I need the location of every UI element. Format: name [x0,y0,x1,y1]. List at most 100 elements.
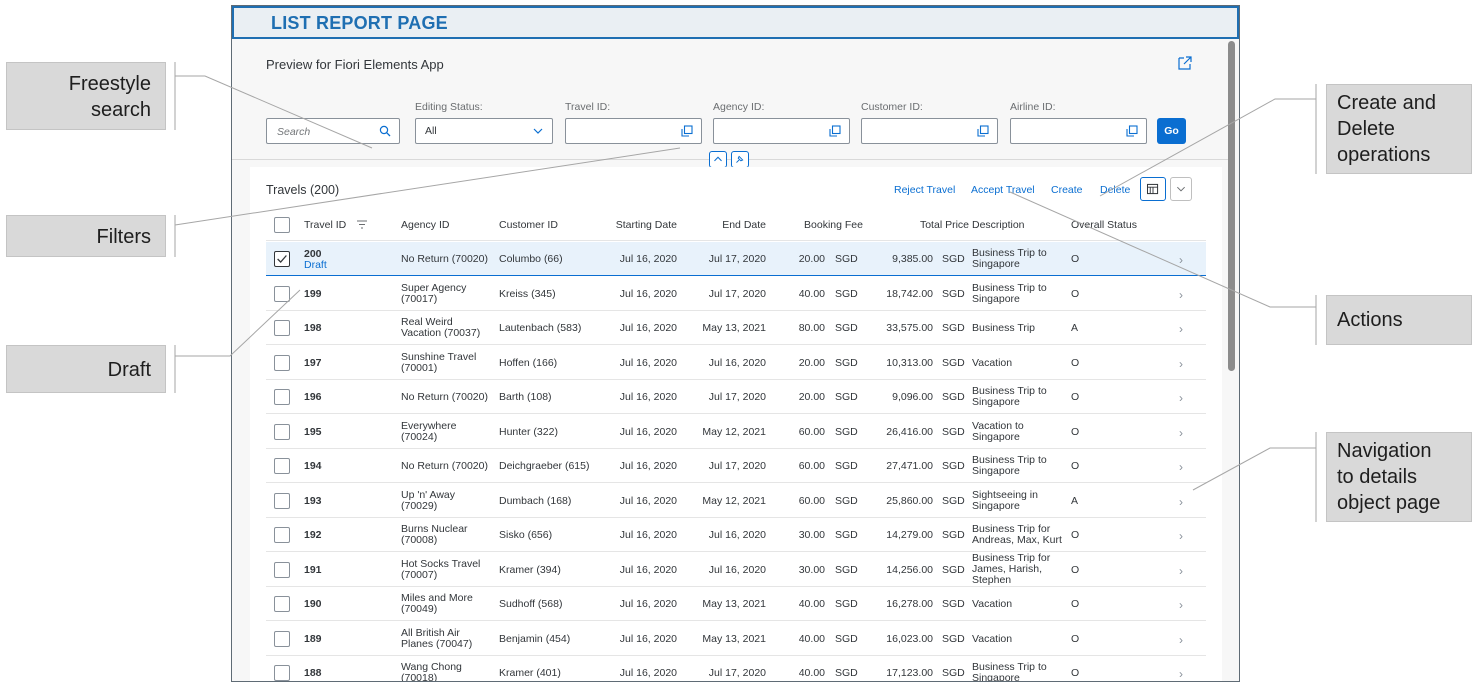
collapse-header-button[interactable] [709,151,727,168]
description: Business Trip for [972,551,1051,564]
description: Singapore [972,672,1020,682]
total-price-currency: SGD [942,356,965,369]
table-row[interactable]: 194 No Return (70020) Deichgraeber (615) Ju… [266,449,1206,483]
column-overall-status[interactable]: Overall Status [1071,219,1137,231]
table-row[interactable]: 190 Miles and More (70049) Sudhoff (568) Jul… [266,587,1206,621]
navigation-chevron-icon[interactable]: › [1179,425,1183,440]
table-row[interactable]: 192 Burns Nuclear (70008) Sisko (656) Jul 16… [266,518,1206,552]
row-checkbox[interactable] [274,665,290,681]
value-help-icon[interactable] [1126,125,1138,137]
total-price-currency: SGD [942,667,965,679]
airline-id-label: Airline ID: [1010,101,1056,113]
agency-id: (70018) [401,672,438,682]
column-travel-id[interactable]: Travel ID [304,219,347,231]
row-checkbox[interactable] [274,285,290,302]
row-checkbox[interactable] [274,251,290,267]
share-icon[interactable] [1176,54,1194,72]
create-button[interactable]: Create [1051,184,1083,196]
row-checkbox[interactable] [274,423,290,440]
row-checkbox[interactable] [274,320,290,336]
column-agency-id[interactable]: Agency ID [401,219,450,231]
delete-button[interactable]: Delete [1100,184,1131,196]
table-row[interactable]: 200 Draft No Return (70020) Columbo (66) Jul… [266,242,1206,276]
table-row[interactable]: 197 Sunshine Travel (70001) Hoffen (166) Jul… [266,346,1206,380]
description: Business Trip to [972,454,1047,466]
overall-status: O [1071,632,1080,645]
row-checkbox[interactable] [274,630,290,647]
row-checkbox[interactable] [274,389,290,405]
navigation-chevron-icon[interactable]: › [1179,287,1183,302]
booking-fee: 30.00 [798,563,825,576]
total-price: 14,256.00 [886,563,933,576]
agency-id-field[interactable] [713,118,850,144]
navigation-chevron-icon[interactable]: › [1179,632,1183,647]
navigation-chevron-icon[interactable]: › [1179,494,1183,509]
callout-create-delete: Create and Delete operations [1326,84,1472,174]
table-row[interactable]: 189 All British Air Planes (70047) Benjamin… [266,622,1206,656]
navigation-chevron-icon[interactable]: › [1179,391,1183,405]
travel-id-field[interactable] [565,118,702,144]
table-row[interactable]: 195 Everywhere (70024) Hunter (322) Jul 16, … [266,415,1206,449]
search-icon[interactable] [379,125,391,137]
search-input[interactable]: Search [266,118,400,144]
column-end-date[interactable]: End Date [722,219,766,231]
value-help-icon[interactable] [681,125,693,137]
overall-status: O [1071,253,1080,265]
booking-fee-currency: SGD [835,494,858,507]
travel-id: 197 [304,356,322,369]
airline-id-field[interactable] [1010,118,1147,144]
total-price: 14,279.00 [886,529,933,541]
navigation-chevron-icon[interactable]: › [1179,529,1183,543]
table-settings-dropdown[interactable] [1170,177,1192,201]
customer-id-field[interactable] [861,118,998,144]
end-date: May 13, 2021 [702,598,766,610]
table-row[interactable]: 193 Up 'n' Away (70029) Dumbach (168) Jul 16… [266,484,1206,518]
customer-id: Hunter (322) [499,425,558,438]
vertical-scrollbar[interactable] [1228,41,1235,371]
column-total-price[interactable]: Total Price [919,219,969,231]
value-help-icon[interactable] [977,125,989,137]
editing-status-select[interactable]: All [415,118,553,144]
row-checkbox[interactable] [274,596,290,612]
description: Singapore [972,430,1020,443]
draft-indicator[interactable]: Draft [304,259,327,271]
column-booking-fee[interactable]: Booking Fee [804,219,863,231]
navigation-chevron-icon[interactable]: › [1179,667,1183,681]
table-row[interactable]: 188 Wang Chong (70018) Kramer (401) Jul 16, … [266,656,1206,681]
row-checkbox[interactable] [274,527,290,543]
column-customer-id[interactable]: Customer ID [499,219,558,231]
navigation-chevron-icon[interactable]: › [1179,322,1183,336]
travel-id: 194 [304,460,322,472]
table-row[interactable]: 198 Real Weird Vacation (70037) Lautenbach … [266,311,1206,345]
go-button[interactable]: Go [1157,118,1186,144]
table-settings-button[interactable] [1140,177,1166,201]
navigation-chevron-icon[interactable]: › [1179,253,1183,267]
row-checkbox[interactable] [274,561,290,578]
column-starting-date[interactable]: Starting Date [615,219,677,231]
navigation-chevron-icon[interactable]: › [1179,356,1183,371]
description: Andreas, Max, Kurt [972,534,1062,546]
overall-status: O [1071,356,1080,369]
table-row[interactable]: 191 Hot Socks Travel (70007) Kramer (394) Ju… [266,551,1206,587]
value-help-icon[interactable] [829,125,841,137]
accept-travel-button[interactable]: Accept Travel [971,184,1035,196]
starting-date: Jul 16, 2020 [619,253,677,265]
reject-travel-button[interactable]: Reject Travel [894,184,956,196]
row-checkbox[interactable] [274,492,290,509]
table-row[interactable]: 199 Super Agency (70017) Kreiss (345) Jul 16… [266,277,1206,311]
navigation-chevron-icon[interactable]: › [1179,598,1183,612]
row-checkbox[interactable] [274,354,290,371]
navigation-chevron-icon[interactable]: › [1179,460,1183,474]
overall-status: O [1071,529,1080,541]
callout-actions: Actions [1326,295,1472,345]
booking-fee-currency: SGD [835,563,858,576]
select-all-checkbox[interactable] [274,217,290,233]
row-checkbox[interactable] [274,458,290,474]
agency-id: (70007) [401,568,438,581]
list-report-frame: LIST REPORT PAGE Preview for Fiori Eleme… [231,5,1240,682]
column-description[interactable]: Description [972,219,1025,231]
pin-header-button[interactable] [731,151,749,168]
table-row[interactable]: 196 No Return (70020) Barth (108) Jul 16, 2… [266,380,1206,414]
end-date: Jul 16, 2020 [708,529,766,541]
navigation-chevron-icon[interactable]: › [1179,563,1183,578]
